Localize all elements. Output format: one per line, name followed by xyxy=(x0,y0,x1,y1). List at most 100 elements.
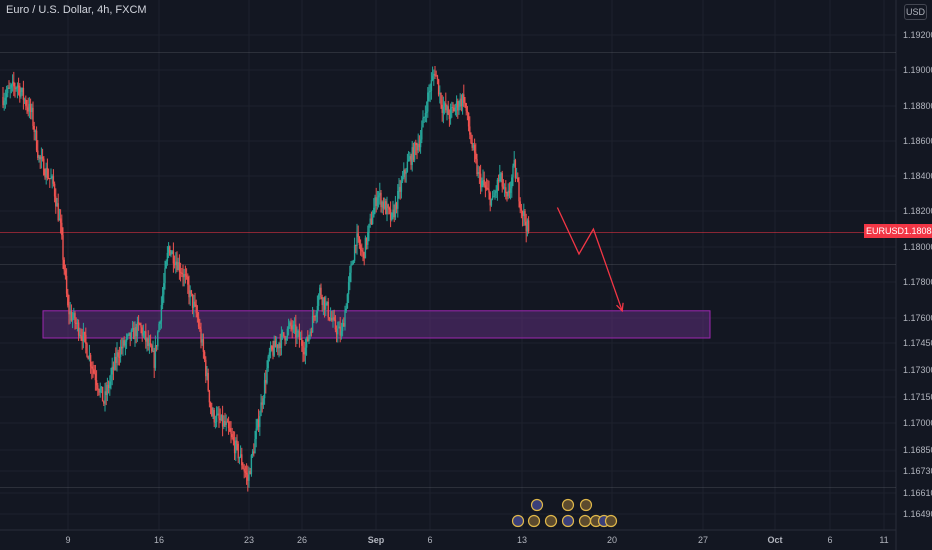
candle-body xyxy=(205,359,207,377)
candle-body xyxy=(365,237,368,245)
x-tick-label: 26 xyxy=(297,535,307,545)
event-icon[interactable] xyxy=(579,498,593,512)
candle-body xyxy=(98,389,100,393)
x-tick-label: Oct xyxy=(767,535,782,545)
candle-body xyxy=(243,468,245,472)
candle-body xyxy=(235,440,237,454)
candle-body xyxy=(494,192,496,197)
candle-body xyxy=(145,331,147,342)
candle-body xyxy=(292,324,295,330)
candle-body xyxy=(125,336,128,342)
candle-body xyxy=(380,192,382,208)
candle-body xyxy=(61,222,63,236)
candle-body xyxy=(351,264,353,266)
candle-body xyxy=(92,368,94,370)
candle-body xyxy=(80,334,82,337)
candle-body xyxy=(173,263,176,266)
candle-body xyxy=(63,259,65,271)
candle-body xyxy=(333,317,335,320)
x-tick-label: 20 xyxy=(607,535,617,545)
event-icon[interactable] xyxy=(561,514,575,528)
candle-body xyxy=(427,92,429,112)
candle-body xyxy=(170,253,172,256)
currency-button[interactable]: USD xyxy=(904,4,927,20)
event-icon[interactable] xyxy=(561,498,575,512)
candle-body xyxy=(35,130,38,151)
event-icon[interactable] xyxy=(544,514,558,528)
candle-body xyxy=(169,246,171,256)
candle-body xyxy=(160,305,163,322)
candle-body xyxy=(147,338,149,346)
candle-body xyxy=(75,322,77,324)
candle-body xyxy=(233,440,236,454)
candle-body xyxy=(277,344,279,349)
candle-body xyxy=(19,86,21,97)
candle-body xyxy=(37,150,39,158)
candle-body xyxy=(189,290,191,298)
candle-body xyxy=(441,104,443,113)
candle-body xyxy=(257,419,260,427)
x-tick-label: Sep xyxy=(368,535,385,545)
candle-body xyxy=(431,75,434,81)
candle-body xyxy=(457,101,459,111)
candle-body xyxy=(411,147,413,165)
candle-body xyxy=(82,331,85,342)
candle-body xyxy=(7,87,9,94)
candle-body xyxy=(217,413,219,415)
candle-body xyxy=(477,172,479,175)
candle-body xyxy=(290,322,292,326)
candle-body xyxy=(227,422,230,429)
event-icon[interactable] xyxy=(578,514,592,528)
candle-body xyxy=(140,324,142,328)
event-icon[interactable] xyxy=(527,514,541,528)
candle-body xyxy=(440,92,442,105)
candle-body xyxy=(448,114,451,119)
event-icon[interactable] xyxy=(511,514,525,528)
candle-body xyxy=(391,212,393,220)
candle-body xyxy=(313,315,315,317)
candle-body xyxy=(265,380,267,383)
x-tick-label: 9 xyxy=(65,535,70,545)
candle-body xyxy=(52,176,55,184)
candle-body xyxy=(172,251,175,264)
candle-body xyxy=(493,196,495,198)
candle-body xyxy=(190,290,193,294)
candle-body xyxy=(421,127,423,140)
candle-body xyxy=(415,142,417,146)
candle-body xyxy=(20,91,22,97)
candle-body xyxy=(295,324,297,338)
candle-body xyxy=(319,287,321,295)
candle-body xyxy=(464,102,466,104)
candle-body xyxy=(77,322,80,336)
candle-body xyxy=(104,391,106,404)
candle-body xyxy=(364,237,367,259)
chart-title: Euro / U.S. Dollar, 4h, FXCM xyxy=(6,4,147,16)
candle-body xyxy=(241,454,243,466)
candle-body xyxy=(446,106,448,111)
candle-body xyxy=(209,402,212,408)
candle-body xyxy=(284,336,286,341)
candle-body xyxy=(2,97,4,106)
y-tick-label: 1.18800 xyxy=(903,101,932,111)
candle-body xyxy=(237,443,239,459)
y-tick-label: 1.17800 xyxy=(903,277,932,287)
candle-body xyxy=(385,201,387,215)
candle-body xyxy=(148,343,151,346)
candle-body xyxy=(166,252,169,262)
candle-body xyxy=(93,369,95,374)
candle-body xyxy=(89,355,92,367)
candle-body xyxy=(326,301,328,304)
candle-body xyxy=(124,341,127,346)
candle-body xyxy=(322,297,325,305)
candle-body xyxy=(112,366,115,370)
candle-body xyxy=(56,203,58,207)
candle-body xyxy=(463,94,465,103)
y-tick-label: 1.16490 xyxy=(903,509,932,519)
candle-body xyxy=(279,343,281,349)
candle-body xyxy=(501,173,503,187)
event-icon[interactable] xyxy=(604,514,618,528)
candle-body xyxy=(193,301,195,308)
event-icon[interactable] xyxy=(530,498,544,512)
candle-body xyxy=(465,102,467,111)
